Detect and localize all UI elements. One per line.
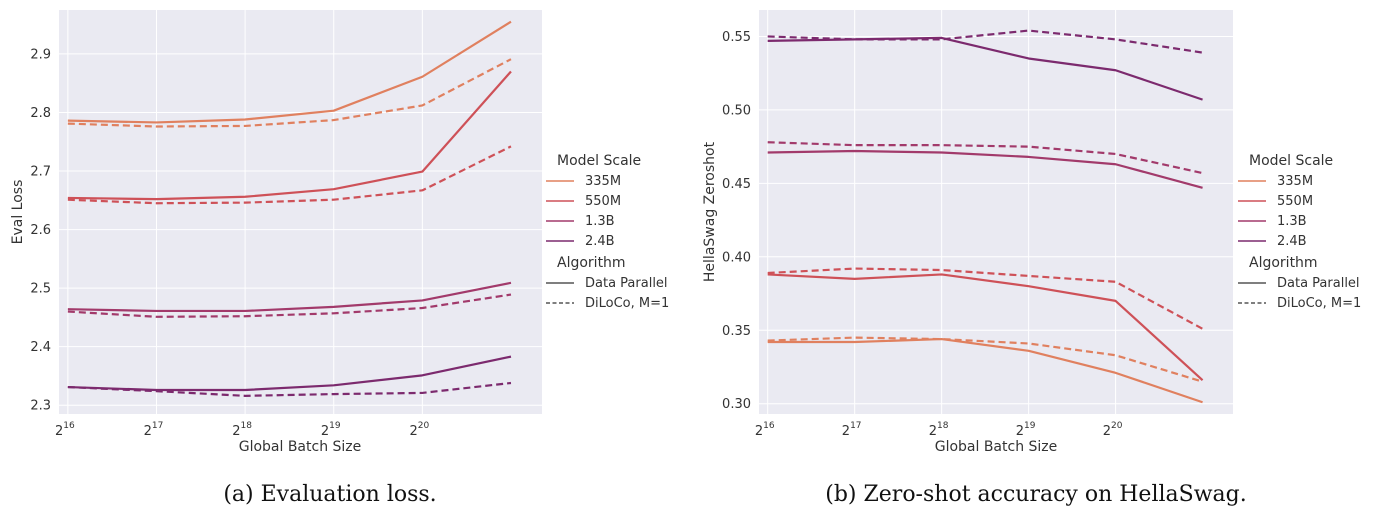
y-tick-label: 0.40 [722, 250, 751, 265]
legend-item-label: DiLoCo, M=1 [1277, 296, 1361, 311]
legend-title-model-scale: Model Scale [557, 153, 641, 169]
x-tick-label: 218 [232, 421, 252, 439]
grid-b [759, 10, 1233, 414]
x-ticks-a: 216 217 218 219 220 [55, 421, 430, 439]
legend-item-label: 1.3B [1277, 214, 1307, 229]
x-tick-label: 220 [1103, 421, 1123, 439]
x-tick-label: 218 [929, 421, 949, 439]
legend-item-label: 1.3B [585, 214, 615, 229]
legend-item-label: 335M [585, 174, 621, 189]
y-tick-label: 2.9 [30, 47, 51, 62]
legend-item-label: 550M [585, 194, 621, 209]
caption-a: (a) Evaluation loss. [223, 482, 436, 507]
y-axis-label-a: Eval Loss [10, 180, 26, 245]
legend-item-label: 2.4B [1277, 234, 1307, 249]
series-line-550m-data-parallel [767, 273, 1204, 382]
series-line-1-3b-data-parallel [67, 281, 512, 313]
y-ticks-b: 0.30 0.35 0.40 0.45 0.50 0.55 [722, 30, 751, 412]
y-tick-label: 2.8 [30, 106, 51, 121]
x-tick-label: 219 [1016, 421, 1036, 439]
y-tick-label: 0.50 [722, 103, 751, 118]
legend-b: Model Scale 335M 550M 1.3B 2.4B Algorithm Data… [1238, 153, 1361, 311]
legend-a: Model Scale 335M 550M 1.3B 2.4B Algorithm Data… [546, 153, 669, 311]
x-tick-label: 216 [755, 421, 775, 439]
legend-item-label: 335M [1277, 174, 1313, 189]
series-line-1-3b-data-parallel [767, 149, 1203, 189]
series-line-1-3b-diloco [767, 141, 1203, 175]
y-tick-label: 0.35 [722, 324, 751, 339]
legend-item-label: Data Parallel [1277, 276, 1360, 291]
y-ticks-a: 2.3 2.4 2.5 2.6 2.7 2.8 2.9 [30, 47, 51, 413]
y-tick-label: 2.6 [30, 223, 51, 238]
y-tick-label: 2.3 [30, 399, 51, 414]
series-line-2-4b-data-parallel [67, 355, 512, 392]
legend-title-algorithm: Algorithm [557, 255, 626, 271]
x-tick-label: 217 [144, 421, 164, 439]
chart-panel-b: 0.30 0.35 0.40 0.45 0.50 0.55 216 217 218 219 220… [702, 10, 1361, 507]
series-line-1-3b-diloco [67, 293, 512, 318]
y-tick-label: 2.4 [30, 340, 51, 355]
legend-item-label: 2.4B [585, 234, 615, 249]
series-line-2-4b-diloco [767, 29, 1203, 54]
plot-area-a [59, 10, 542, 414]
series-line-335m-diloco [67, 58, 512, 128]
series-line-335m-data-parallel [767, 337, 1203, 404]
y-tick-label: 0.55 [722, 30, 751, 45]
series-line-550m-data-parallel [67, 70, 512, 201]
x-ticks-b: 216 217 218 219 220 [755, 421, 1123, 439]
series-lines-b [767, 29, 1204, 404]
series-line-335m-data-parallel [67, 20, 512, 124]
y-axis-label-b: HellaSwag Zeroshot [702, 141, 718, 282]
x-tick-label: 216 [55, 421, 75, 439]
chart-panel-a: 2.3 2.4 2.5 2.6 2.7 2.8 2.9 216 217 218 219 220 Gl… [10, 10, 669, 507]
legend-item-label: DiLoCo, M=1 [585, 296, 669, 311]
series-lines-a [67, 20, 512, 397]
series-line-335m-diloco [767, 336, 1203, 383]
series-line-550m-diloco [67, 145, 512, 205]
y-tick-label: 2.7 [30, 165, 51, 180]
y-tick-label: 0.45 [722, 177, 751, 192]
legend-title-algorithm: Algorithm [1249, 255, 1318, 271]
y-tick-label: 2.5 [30, 282, 51, 297]
series-line-550m-diloco [767, 267, 1204, 330]
x-tick-label: 219 [321, 421, 341, 439]
y-tick-label: 0.30 [722, 397, 751, 412]
legend-title-model-scale: Model Scale [1249, 153, 1333, 169]
series-line-2-4b-diloco [67, 381, 512, 397]
x-axis-label-b: Global Batch Size [935, 439, 1058, 455]
x-axis-label-a: Global Batch Size [239, 439, 362, 455]
plot-area-b [759, 10, 1233, 414]
legend-item-label: Data Parallel [585, 276, 668, 291]
legend-item-label: 550M [1277, 194, 1313, 209]
x-tick-label: 217 [842, 421, 862, 439]
caption-b: (b) Zero-shot accuracy on HellaSwag. [825, 482, 1246, 507]
x-tick-label: 220 [409, 421, 429, 439]
